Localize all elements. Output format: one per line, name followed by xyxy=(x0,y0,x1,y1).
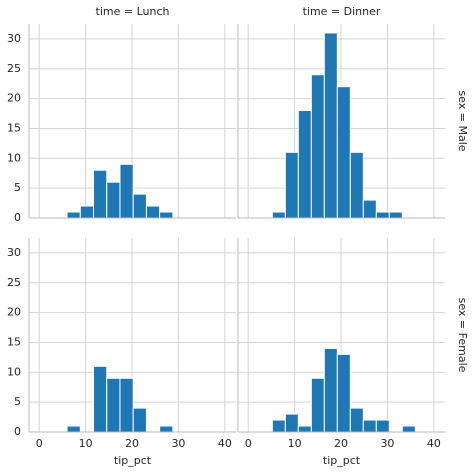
bar xyxy=(323,32,338,219)
bar xyxy=(93,169,108,219)
row-label: sex = Female xyxy=(456,298,469,373)
bar xyxy=(375,419,390,433)
bar xyxy=(349,407,364,433)
y-tick-label: 10 xyxy=(7,365,21,378)
y-tick-label: 0 xyxy=(14,211,21,224)
bar xyxy=(362,199,377,219)
bar xyxy=(66,211,81,219)
bar xyxy=(271,419,286,433)
bar xyxy=(271,211,286,219)
bar xyxy=(362,419,377,433)
bar xyxy=(132,407,147,433)
x-tick-label: 20 xyxy=(125,437,139,450)
bar xyxy=(159,211,174,219)
y-tick-label: 0 xyxy=(14,425,21,438)
y-tick-label: 20 xyxy=(7,92,21,105)
bar xyxy=(106,181,121,219)
bar xyxy=(66,425,81,433)
x-tick-label: 20 xyxy=(334,437,348,450)
bar xyxy=(401,425,416,433)
x-axis-label: tip_pct xyxy=(323,454,361,467)
x-tick-label: 40 xyxy=(218,437,232,450)
bar xyxy=(388,211,403,219)
bar xyxy=(310,74,325,219)
y-tick-label: 25 xyxy=(7,62,21,75)
x-tick-label: 0 xyxy=(36,437,43,450)
bar xyxy=(119,163,134,219)
x-tick-label: 10 xyxy=(288,437,302,450)
y-tick-label: 5 xyxy=(14,181,21,194)
bar xyxy=(336,86,351,219)
y-tick-label: 20 xyxy=(7,306,21,319)
bar xyxy=(132,193,147,219)
bar xyxy=(284,151,299,219)
bar xyxy=(106,377,121,433)
y-tick-label: 15 xyxy=(7,121,21,134)
bar xyxy=(93,365,108,433)
x-tick-label: 30 xyxy=(380,437,394,450)
bar xyxy=(297,425,312,433)
x-tick-label: 40 xyxy=(427,437,441,450)
bar xyxy=(284,413,299,433)
y-tick-label: 10 xyxy=(7,151,21,164)
bar xyxy=(119,377,134,433)
bar xyxy=(297,110,312,219)
bar xyxy=(375,211,390,219)
bar xyxy=(349,151,364,219)
y-tick-label: 15 xyxy=(7,335,21,348)
y-tick-label: 25 xyxy=(7,276,21,289)
panel-title: time = Dinner xyxy=(303,5,381,18)
bar xyxy=(159,425,174,433)
y-tick-label: 5 xyxy=(14,395,21,408)
x-tick-label: 30 xyxy=(171,437,185,450)
x-tick-label: 0 xyxy=(245,437,252,450)
x-tick-label: 10 xyxy=(79,437,93,450)
bar xyxy=(145,205,161,219)
panel-title: time = Lunch xyxy=(96,5,170,18)
x-axis-label: tip_pct xyxy=(114,454,152,467)
row-label: sex = Male xyxy=(456,90,469,151)
bar xyxy=(323,347,338,433)
y-tick-label: 30 xyxy=(7,32,21,45)
bar xyxy=(336,353,351,433)
bar xyxy=(310,377,325,433)
y-tick-label: 30 xyxy=(7,246,21,259)
bar xyxy=(79,205,95,219)
